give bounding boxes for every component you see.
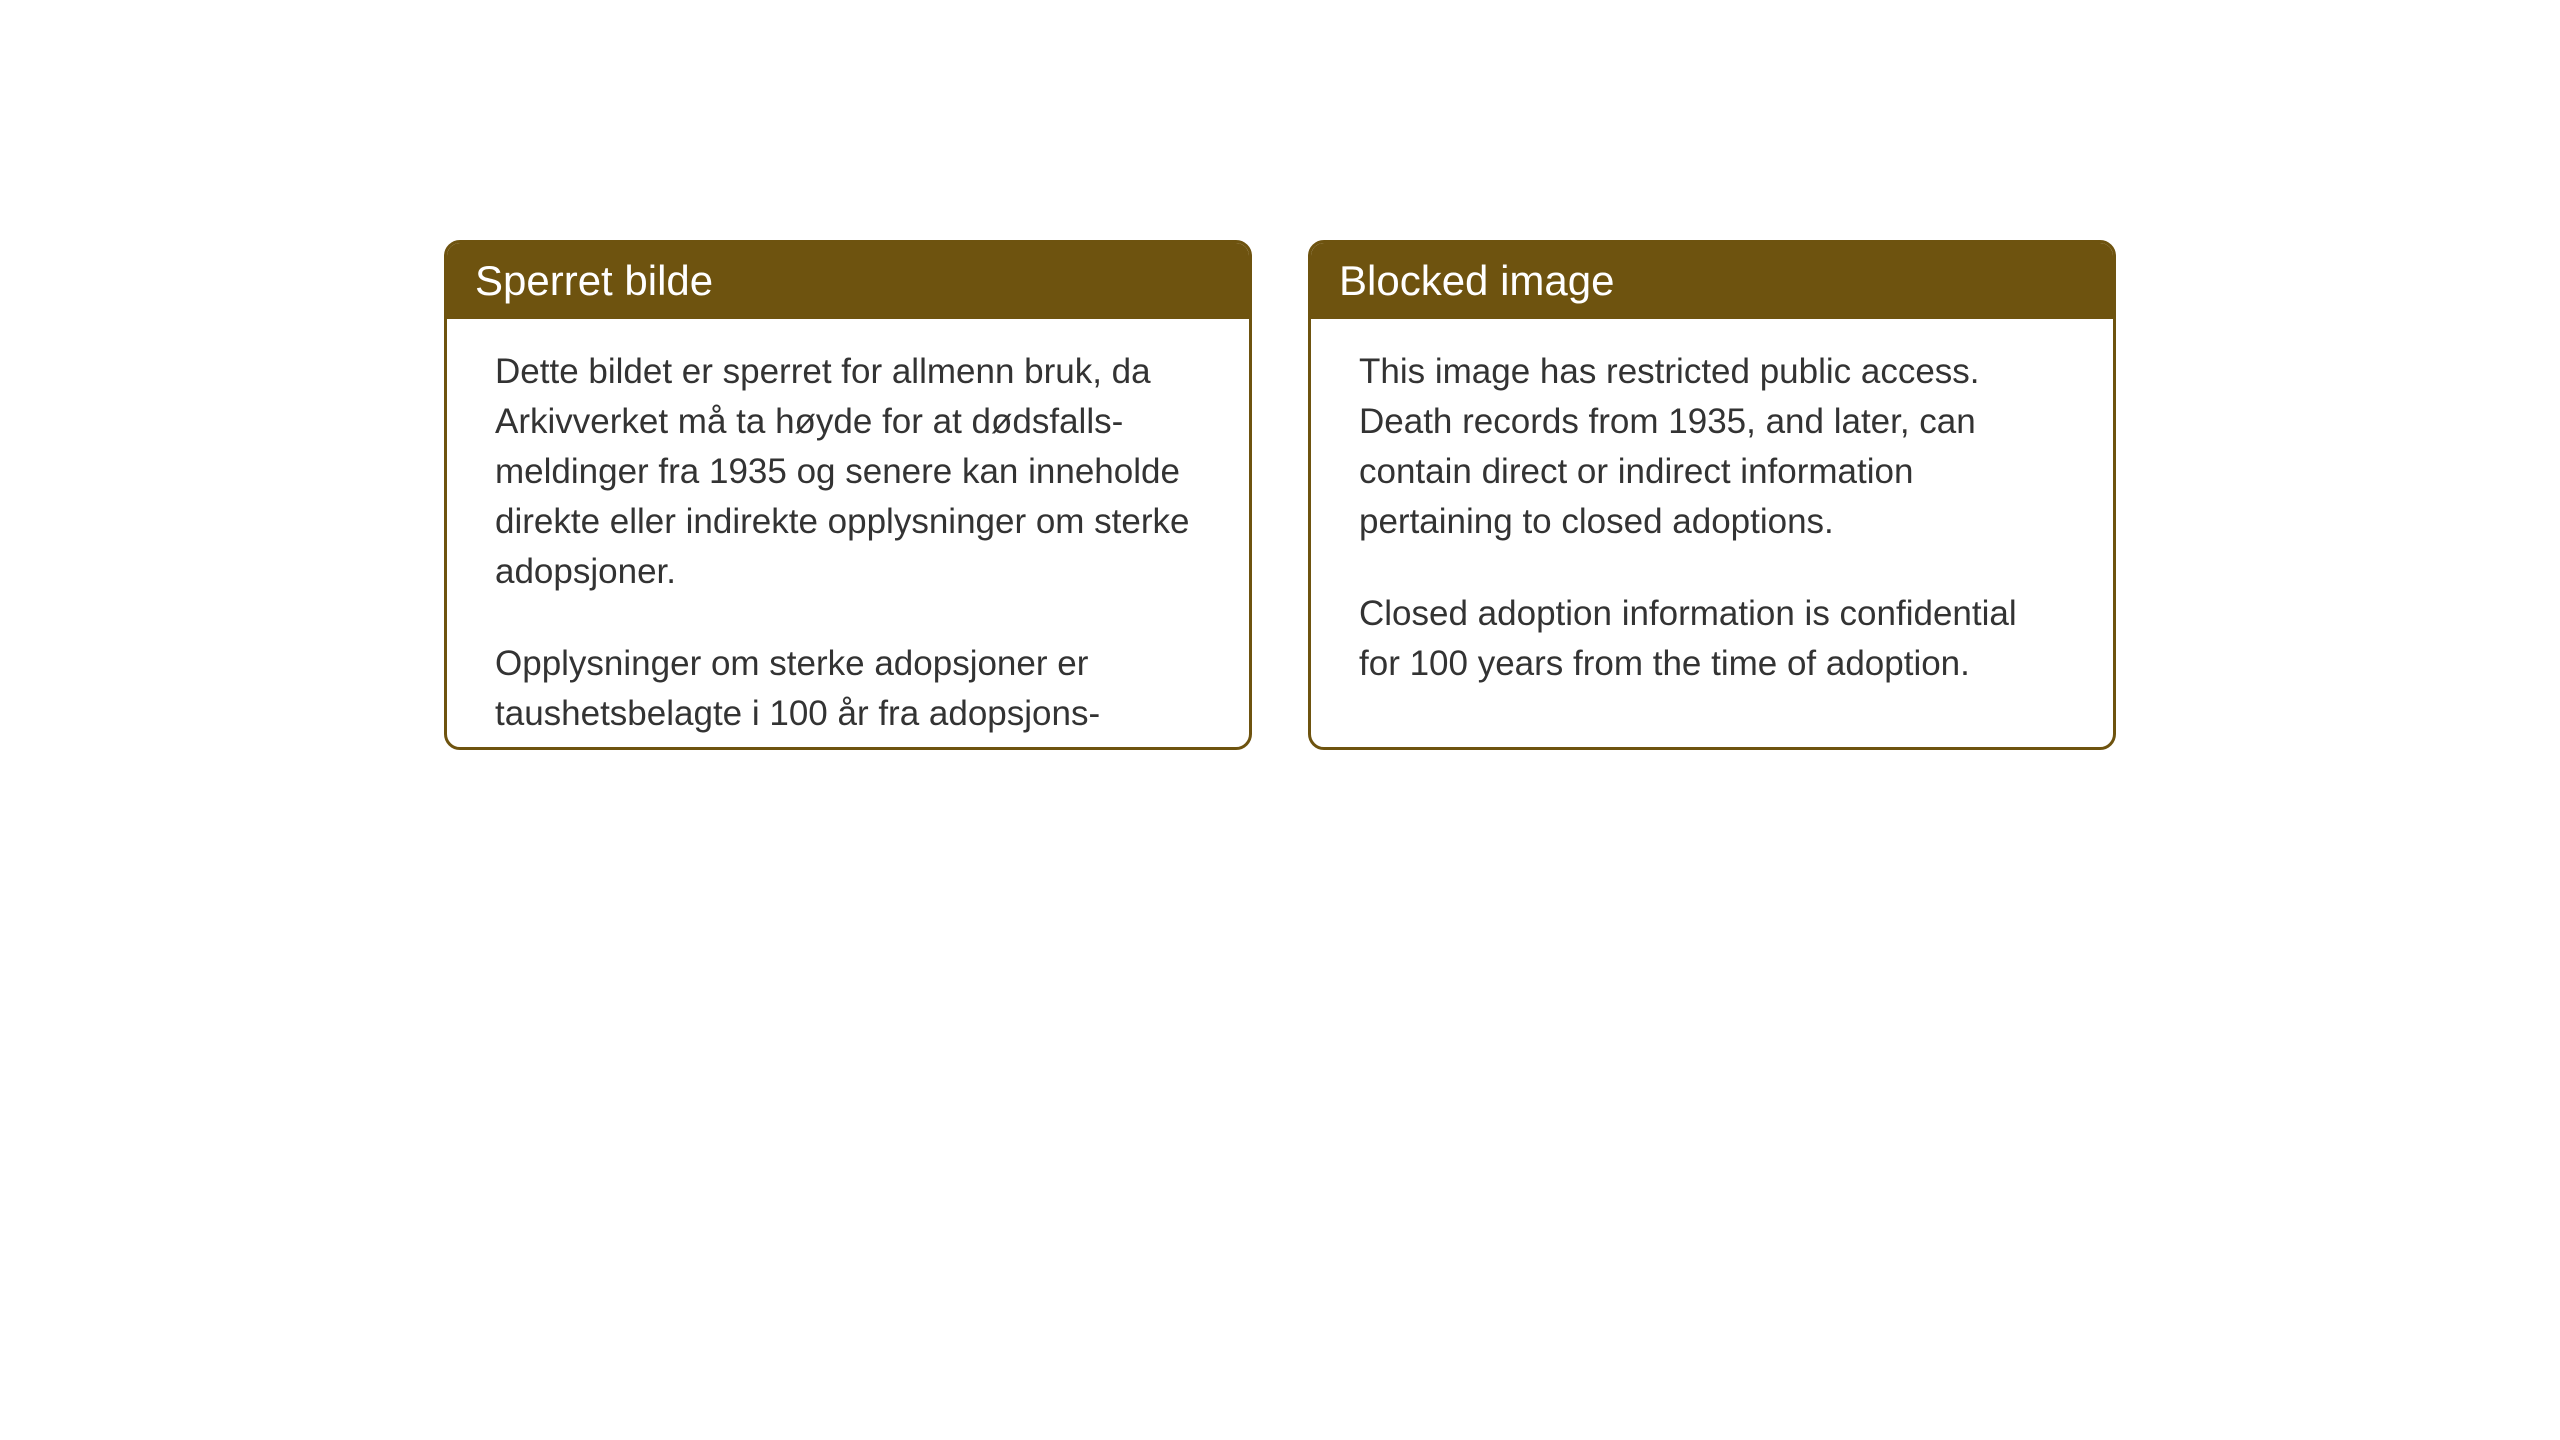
- norwegian-card-body: Dette bildet er sperret for allmenn bruk…: [447, 319, 1249, 750]
- norwegian-paragraph-2: Opplysninger om sterke adopsjoner er tau…: [495, 639, 1201, 750]
- english-card-body: This image has restricted public access.…: [1311, 319, 2113, 717]
- english-notice-card: Blocked image This image has restricted …: [1308, 240, 2116, 750]
- english-paragraph-1: This image has restricted public access.…: [1359, 347, 2065, 547]
- english-paragraph-2: Closed adoption information is confident…: [1359, 589, 2065, 689]
- norwegian-paragraph-1: Dette bildet er sperret for allmenn bruk…: [495, 347, 1201, 597]
- english-card-title: Blocked image: [1311, 243, 2113, 319]
- cards-container: Sperret bilde Dette bildet er sperret fo…: [0, 0, 2560, 750]
- norwegian-card-title: Sperret bilde: [447, 243, 1249, 319]
- norwegian-notice-card: Sperret bilde Dette bildet er sperret fo…: [444, 240, 1252, 750]
